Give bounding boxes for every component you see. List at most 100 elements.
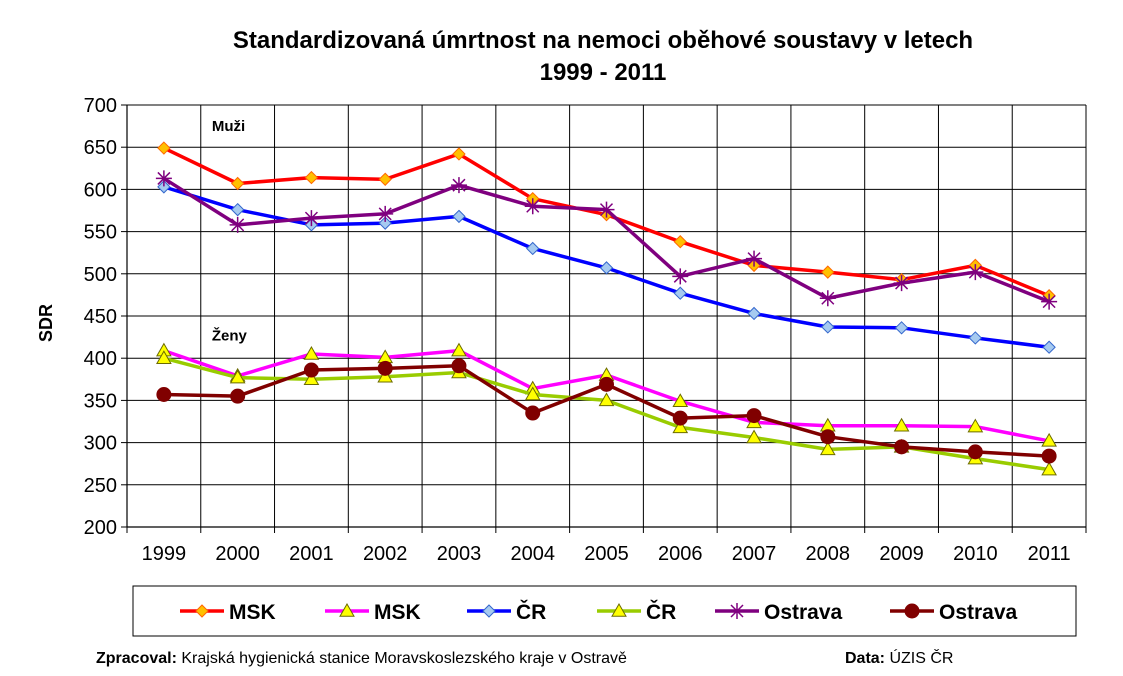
data-point	[377, 360, 393, 376]
data-point	[378, 172, 392, 186]
data-point	[451, 358, 467, 374]
data-point	[304, 170, 319, 185]
data-point	[672, 393, 689, 407]
data-point	[894, 439, 910, 455]
legend-label: Ostrava	[764, 601, 843, 624]
data-point	[968, 331, 983, 345]
data-point	[1041, 448, 1057, 464]
data-point	[746, 429, 762, 444]
y-tick-label: 450	[84, 306, 117, 328]
footer: Zpracoval: Krajská hygienická stanice Mo…	[96, 650, 1096, 672]
y-tick-label: 300	[84, 433, 117, 455]
data-point	[673, 235, 687, 249]
legend-label: Ostrava	[939, 601, 1018, 624]
x-tick-label: 2009	[879, 543, 924, 565]
footer-data-text: ÚZIS ČR	[885, 650, 954, 667]
x-tick-label: 2004	[510, 543, 555, 565]
data-point	[894, 321, 909, 335]
data-point	[377, 368, 394, 383]
data-point	[1041, 461, 1057, 476]
legend-marker	[729, 603, 745, 619]
legend-item: ČR	[597, 600, 676, 624]
data-point	[672, 410, 688, 426]
data-point	[526, 241, 540, 256]
x-tick-label: 2001	[289, 543, 334, 565]
data-point	[156, 350, 172, 364]
data-point	[229, 369, 246, 384]
x-tick-label: 1999	[142, 543, 187, 565]
footer-author-label: Zpracoval:	[96, 650, 177, 667]
legend-label: MSK	[374, 601, 421, 624]
data-point	[672, 268, 689, 285]
data-point	[673, 286, 687, 300]
x-tick-label: 2011	[1028, 543, 1071, 565]
axes	[121, 104, 1087, 533]
legend-item: MSK	[180, 601, 276, 624]
x-tick-label: 2005	[584, 543, 629, 565]
data-point	[967, 444, 983, 460]
legend-item: MSK	[325, 601, 421, 624]
data-point	[156, 386, 172, 402]
annotation-label: Ženy	[212, 326, 248, 344]
data-point	[524, 386, 541, 401]
data-point	[746, 408, 762, 424]
x-tick-labels: 1999 2000 2001 2002 2003 2004 2005 2006 2007 2008…	[142, 543, 1071, 565]
data-point	[747, 306, 761, 321]
x-tick-label: 2002	[363, 543, 408, 565]
data-point	[157, 141, 171, 155]
x-tick-label: 2000	[215, 543, 260, 565]
data-point	[157, 180, 171, 194]
data-point	[524, 198, 541, 215]
y-tick-label: 700	[84, 95, 117, 117]
data-point	[967, 418, 984, 433]
legend-item: Ostrava	[890, 601, 1018, 624]
data-point	[303, 345, 320, 360]
chart-title-line1: Standardizovaná úmrtnost na nemoci oběho…	[233, 27, 973, 54]
y-tick-label: 600	[84, 179, 117, 201]
chart: Standardizovaná úmrtnost na nemoci oběho…	[36, 27, 1087, 637]
footer-author-text: Krajská hygienická stanice Moravskoslezs…	[176, 650, 627, 667]
y-tick-label: 350	[84, 390, 117, 412]
legend-marker	[195, 604, 209, 618]
data-point	[378, 216, 392, 230]
y-tick-labels: 200 250 300 350 400 450 500 550 600 650 700	[84, 95, 117, 539]
legend-label: ČR	[516, 600, 546, 624]
data-point	[820, 429, 836, 445]
footer-source: Zpracoval: Krajská hygienická stanice Mo…	[96, 650, 627, 668]
legend-item: Ostrava	[715, 601, 843, 624]
legend-label: MSK	[229, 601, 276, 624]
gridlines	[127, 104, 1087, 528]
data-point	[599, 376, 614, 392]
data-point	[819, 290, 836, 307]
footer-data: Data: ÚZIS ČR	[845, 650, 953, 668]
y-tick-label: 250	[84, 475, 117, 497]
data-point	[230, 176, 245, 191]
data-point	[155, 170, 172, 187]
data-point	[450, 177, 467, 194]
data-point	[821, 265, 835, 279]
data-point	[525, 405, 541, 421]
x-tick-label: 2006	[658, 543, 703, 565]
data-point	[1041, 293, 1058, 310]
chart-title-line2: 1999 - 2011	[540, 59, 667, 86]
x-tick-label: 2007	[732, 543, 777, 565]
data-point	[599, 261, 614, 275]
legend-marker	[611, 602, 627, 617]
legend-marker	[339, 602, 355, 617]
y-tick-label: 650	[84, 137, 117, 159]
data-point	[303, 210, 320, 227]
series-msk-2	[156, 342, 1057, 447]
y-tick-label: 200	[84, 517, 117, 539]
series-layer	[155, 141, 1058, 476]
x-tick-label: 2008	[806, 543, 851, 565]
series-ostrava-6	[156, 358, 1057, 464]
data-point	[303, 362, 319, 378]
data-point	[452, 209, 466, 224]
data-point	[967, 264, 984, 281]
legend-marker	[904, 603, 920, 619]
data-point	[452, 147, 466, 161]
legend-item: ČR	[467, 600, 546, 624]
data-point	[230, 388, 246, 404]
series-ostrava-5	[155, 170, 1058, 310]
data-point	[1042, 340, 1056, 354]
